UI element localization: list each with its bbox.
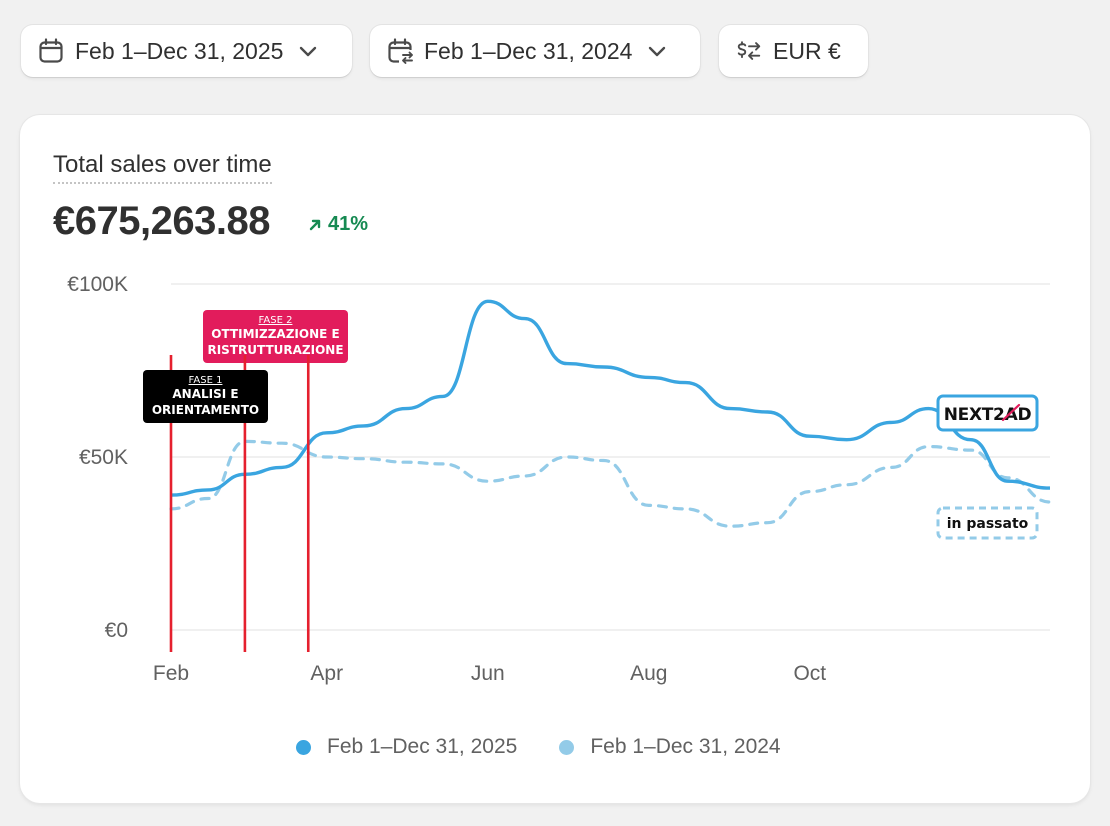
currency-exchange-icon (735, 37, 763, 65)
in-passato-badge: in passato (936, 506, 1039, 540)
phase-2-tag: FASE 2 (259, 315, 293, 326)
delta-value: 41% (328, 213, 369, 235)
legend: Feb 1–Dec 31, 2025 Feb 1–Dec 31, 2024 (296, 732, 823, 762)
in-passato-badge-frame (936, 506, 1039, 540)
compare-range-label: Feb 1–Dec 31, 2024 (424, 37, 633, 64)
calendar-icon (37, 37, 65, 65)
sales-chart: €0 €50K €100K Feb Apr Jun Aug Oct FASE 2OTTIMIZZ… (67, 273, 1052, 685)
x-tick-label: Aug (630, 662, 667, 685)
legend-item-previous[interactable]: Feb 1–Dec 31, 2024 (559, 735, 781, 759)
total-value: €675,263.88 (53, 199, 270, 243)
chevron-down-icon (297, 40, 319, 62)
legend-label-current: Feb 1–Dec 31, 2025 (327, 735, 518, 758)
delta-badge: 41% (308, 213, 368, 236)
legend-label-previous: Feb 1–Dec 31, 2024 (590, 735, 781, 758)
legend-dot-current (296, 739, 311, 755)
phase-1-title-line2: ORIENTAMENTO (152, 403, 259, 417)
legend-item-current[interactable]: Feb 1–Dec 31, 2025 (296, 735, 517, 759)
calendar-compare-icon (386, 37, 414, 65)
phase-1-tag: FASE 1 (189, 375, 223, 386)
next2ad-badge: NEXT2AD (936, 394, 1039, 432)
currency-button[interactable]: EUR € (719, 25, 868, 77)
phase-2-title-line2: RISTRUTTURAZIONE (207, 343, 343, 357)
legend-dot-previous (559, 739, 575, 755)
y-tick-label: €50K (79, 446, 128, 469)
y-tick-label: €100K (67, 273, 128, 296)
x-tick-label: Jun (471, 662, 505, 685)
series-line-current (170, 299, 1051, 497)
y-tick-label: €0 (105, 619, 128, 642)
in-passato-badge-text: in passato (947, 516, 1029, 532)
x-tick-label: Feb (153, 662, 189, 685)
next2ad-badge-frame (936, 394, 1039, 432)
date-range-label: Feb 1–Dec 31, 2025 (75, 37, 284, 64)
phase-2-label-bg (203, 310, 348, 363)
phase-1-label-bg (143, 370, 268, 423)
next2ad-badge-text: NEXT2AD (944, 405, 1032, 425)
card-title[interactable]: Total sales over time (53, 151, 272, 184)
arrow-up-right-icon (309, 219, 321, 230)
date-range-button[interactable]: Feb 1–Dec 31, 2025 (21, 25, 352, 77)
phase-1-title-line1: ANALISI E (172, 387, 238, 401)
chevron-down-icon (646, 40, 668, 62)
sales-card: Total sales over time €675,263.88 41% €0… (20, 115, 1090, 803)
x-tick-label: Oct (793, 662, 826, 685)
x-tick-label: Apr (310, 662, 343, 685)
compare-range-button[interactable]: Feb 1–Dec 31, 2024 (370, 25, 700, 77)
next2ad-logo-slash (1001, 403, 1021, 422)
phase-2-title-line1: OTTIMIZZAZIONE E (211, 327, 339, 341)
currency-label: EUR € (773, 37, 841, 64)
